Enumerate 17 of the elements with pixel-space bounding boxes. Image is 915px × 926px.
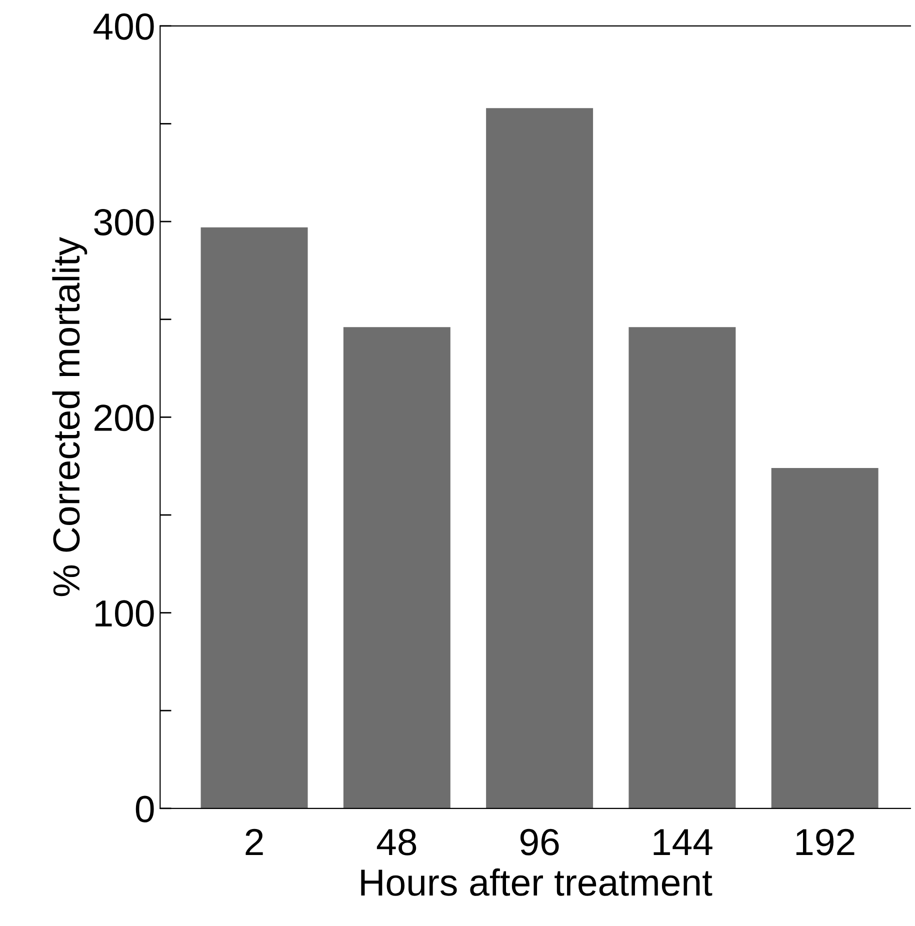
y-axis-title: % Corrected mortality <box>52 236 88 596</box>
x-tick-label: 48 <box>376 828 416 856</box>
bar <box>628 327 736 808</box>
y-tick-label: 0 <box>136 796 154 822</box>
y-tick-label: 300 <box>94 208 154 236</box>
bar <box>343 327 450 808</box>
bar <box>486 108 594 808</box>
x-tick-label: 192 <box>796 828 854 856</box>
bar <box>200 227 308 808</box>
bar <box>771 468 878 808</box>
x-tick-label: 96 <box>520 828 559 856</box>
x-tick-label: 144 <box>654 829 712 856</box>
x-axis-title: Hours after treatment <box>361 868 712 896</box>
x-tick-label: 2 <box>246 828 263 856</box>
y-tick-label: 100 <box>96 600 154 627</box>
y-tick-label: 400 <box>94 13 154 40</box>
y-tick-label: 200 <box>94 404 154 432</box>
